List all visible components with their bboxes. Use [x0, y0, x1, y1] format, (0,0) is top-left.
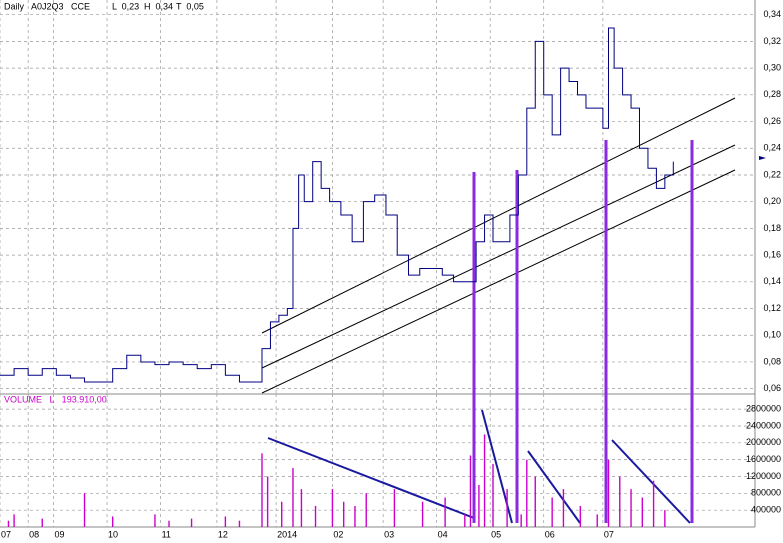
volume-bar: [224, 516, 227, 527]
x-tick-label: 03: [384, 529, 394, 539]
volume-bar: [261, 453, 263, 527]
x-tick-label: 08: [29, 529, 39, 539]
volume-bar: [41, 518, 43, 527]
volume-bar: [154, 514, 156, 527]
volume-bar: [331, 489, 334, 527]
volume-bar: [464, 514, 466, 527]
volume-bar: [13, 514, 15, 527]
x-tick-label: 02: [333, 529, 343, 539]
volume-bar: [111, 516, 114, 527]
price-line: [0, 27, 674, 383]
volume-bar: [630, 489, 632, 527]
y-tick-label: 0,10: [763, 330, 781, 340]
volume-bar: [619, 476, 621, 527]
y-tick-label: 400000: [751, 505, 781, 515]
volume-bar: [579, 505, 582, 527]
volume-bar: [444, 497, 446, 527]
volume-bar: [562, 489, 565, 527]
y-tick-label: 0,14: [763, 276, 781, 286]
y-tick-label: 0,18: [763, 223, 781, 233]
volume-bar: [292, 468, 294, 527]
volume-bar: [300, 489, 303, 527]
y-tick-label: 0,28: [763, 89, 781, 99]
y-tick-label: 0,24: [763, 143, 781, 153]
stat-label: L 0,23: [112, 1, 139, 11]
y-tick-label: 0,34: [763, 9, 781, 19]
volume-bar: [492, 463, 494, 527]
volume-bar: [314, 505, 317, 527]
volume-bar: [520, 514, 522, 527]
volume-bar: [266, 476, 269, 527]
y-tick-label: 0,12: [763, 303, 781, 313]
volume-bar: [506, 489, 508, 527]
volume-bar: [7, 520, 10, 527]
volume-bar: [526, 459, 528, 527]
volume-bar: [421, 501, 424, 527]
volume-bar: [190, 518, 193, 527]
drawn-lines: [267, 409, 691, 524]
volume-bar: [664, 510, 666, 527]
x-tick-label: 2014: [277, 529, 297, 539]
stat-label: H 0,34: [144, 1, 173, 11]
volume-bar: [551, 497, 553, 527]
stat-label: T 0,05: [176, 1, 204, 11]
x-tick-label: 05: [491, 529, 501, 539]
y-tick-label: 2800000: [746, 404, 781, 414]
y-tick-label: 0,26: [763, 116, 781, 126]
x-tick-label: 06: [545, 529, 555, 539]
x-tick-label: 04: [438, 529, 448, 539]
y-tick-label: 0,08: [763, 356, 781, 366]
y-tick-label: 0,20: [763, 196, 781, 206]
volume-bar: [652, 480, 655, 527]
volume-bar: [596, 514, 598, 527]
y-tick-label: 0,06: [763, 383, 781, 393]
y-tick-label: 2000000: [746, 437, 781, 447]
x-tick-label: 07: [1, 529, 11, 539]
volume-bar: [168, 520, 170, 527]
last-price-marker: [759, 156, 766, 160]
volume-bar: [342, 501, 345, 527]
x-tick-label: 10: [108, 529, 118, 539]
x-tick-label: 11: [162, 529, 171, 539]
volume-title: VOLUME L 193.910,00: [4, 394, 107, 404]
volume-bar: [238, 520, 241, 527]
volume-bar: [478, 484, 480, 527]
y-tick-label: 1600000: [746, 454, 781, 464]
y-tick-label: 0,22: [763, 169, 781, 179]
volume-bar: [83, 493, 86, 527]
x-tick-label: 09: [55, 529, 65, 539]
volume-bar: [534, 476, 536, 527]
event-markers: [472, 140, 694, 523]
volume-bar: [641, 497, 644, 527]
volume-bar: [354, 505, 356, 527]
volume-bar: [607, 459, 610, 527]
volume-bar: [365, 493, 367, 527]
y-tick-label: 0,32: [763, 36, 781, 46]
x-tick-label: 12: [218, 529, 228, 539]
y-tick-label: 800000: [751, 488, 781, 498]
volume-bar: [281, 501, 283, 527]
x-tick-label: 07: [604, 529, 614, 539]
y-tick-label: 2400000: [746, 420, 781, 430]
volume-bar: [483, 434, 486, 527]
chart-title: Daily A0J2Q3 CCE: [4, 1, 90, 11]
y-tick-label: 1200000: [746, 471, 781, 481]
volume-bar: [393, 489, 396, 527]
y-tick-label: 0,16: [763, 249, 781, 259]
y-tick-label: 0,30: [763, 62, 781, 72]
volume-bar: [469, 455, 472, 527]
